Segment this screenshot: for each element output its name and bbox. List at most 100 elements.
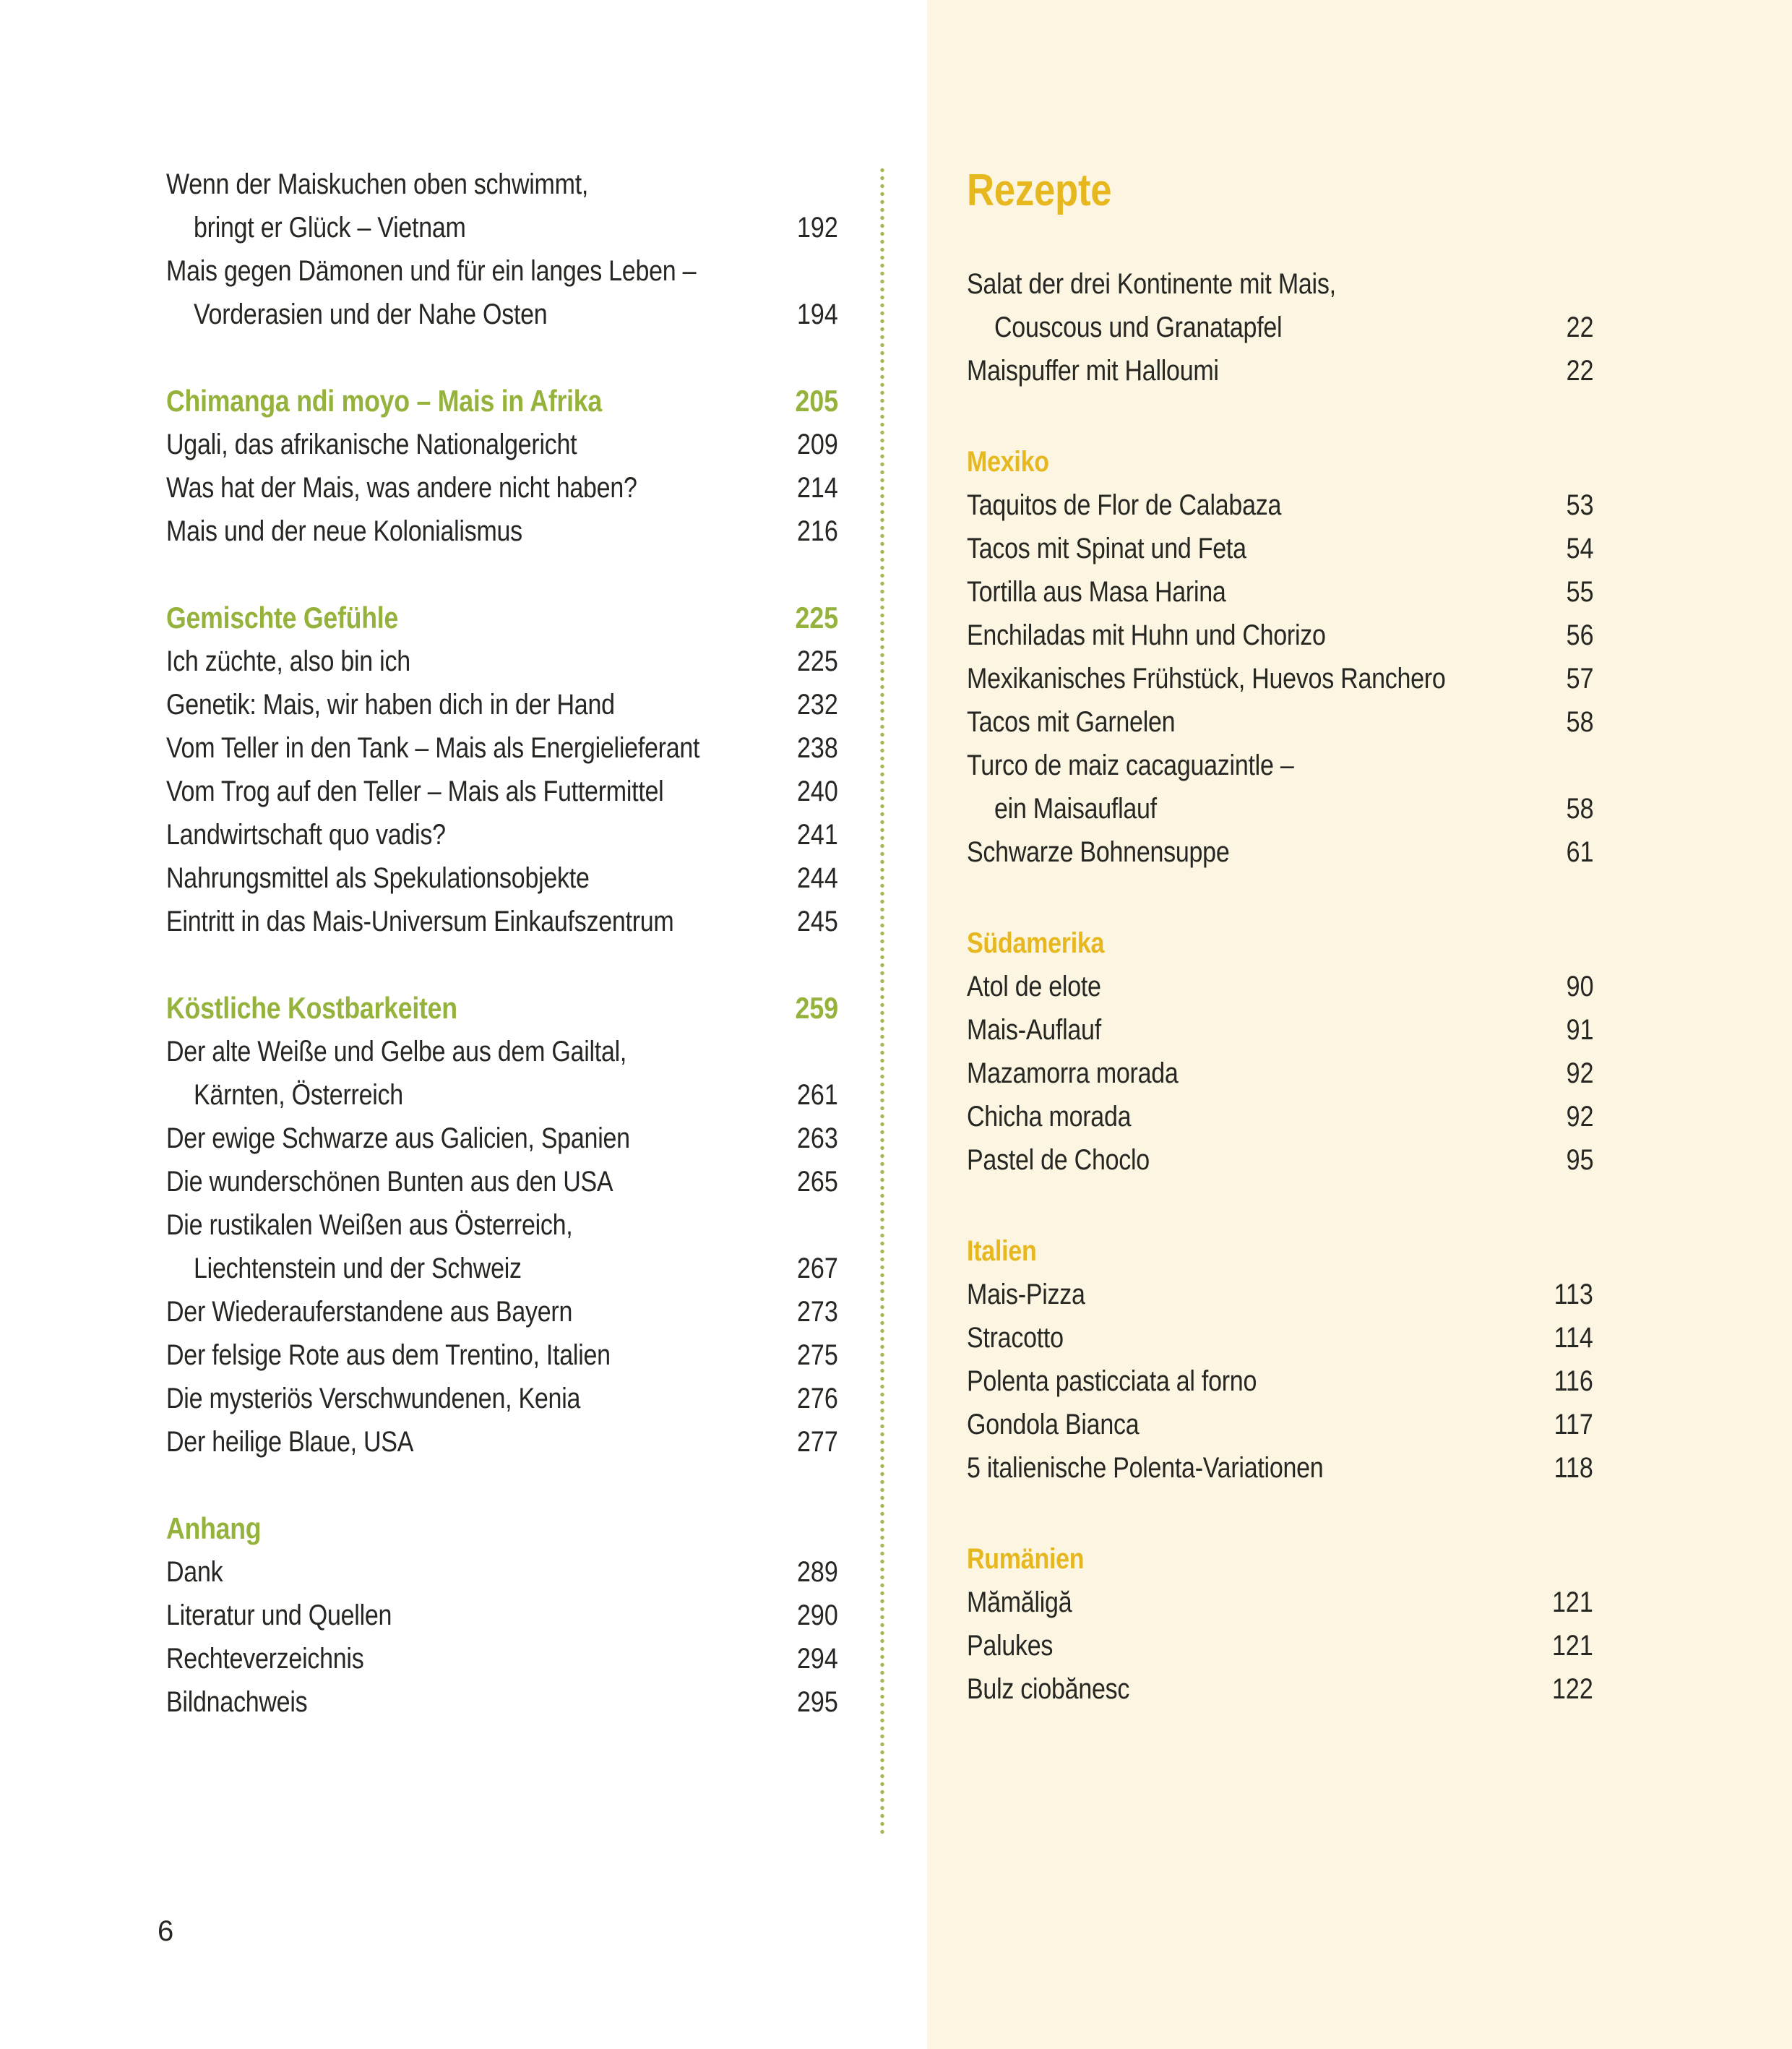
toc-entry-page-number: 90 (1566, 971, 1593, 1002)
toc-entry-page-number: 289 (797, 1556, 838, 1588)
toc-entry-page-number: 225 (795, 601, 838, 635)
toc-row: Chicha morada 92 (967, 1095, 1593, 1138)
toc-entry-page-number: 240 (797, 776, 838, 807)
toc-row: Der alte Weiße und Gelbe aus dem Gailtal… (166, 1030, 838, 1073)
toc-entry-title: bringt er Glück – Vietnam (194, 212, 466, 244)
toc-entry-page-number: 205 (795, 384, 838, 418)
toc-entry-page-number: 238 (797, 732, 838, 764)
toc-row: Die wunderschönen Bunten aus den USA 265 (166, 1160, 838, 1203)
toc-entry-title: Die mysteriös Verschwundenen, Kenia (166, 1383, 581, 1414)
toc-entry-title: Palukes (967, 1630, 1054, 1662)
toc-row: Mexiko (967, 440, 1593, 484)
toc-entry-title: Vom Trog auf den Teller – Mais als Futte… (166, 776, 664, 807)
toc-row: Bildnachweis 295 (166, 1680, 838, 1724)
toc-entry-page-number: 232 (797, 689, 838, 721)
toc-entry-title: Couscous und Granatapfel (994, 312, 1283, 343)
toc-row: Liechtenstein und der Schweiz 267 (166, 1247, 838, 1290)
toc-entry-title: Ugali, das afrikanische Nationalgericht (166, 429, 577, 460)
toc-entry-title: Der Wiederauferstandene aus Bayern (166, 1296, 573, 1328)
dotted-divider (880, 166, 884, 1836)
toc-entry-title: Der felsige Rote aus dem Trentino, Itali… (166, 1339, 611, 1371)
toc-entry-title: Taquitos de Flor de Calabaza (967, 489, 1282, 521)
toc-row: Polenta pasticciata al forno 116 (967, 1359, 1593, 1403)
toc-recipes-column: Rezepte Salat der drei Kontinente mit Ma… (967, 165, 1593, 1711)
toc-entry-title: Rumänien (967, 1543, 1085, 1575)
toc-entry-title: Vorderasien und der Nahe Osten (194, 298, 548, 330)
toc-chapters-list: Wenn der Maiskuchen oben schwimmt, bring… (166, 163, 838, 1724)
toc-entry-title: Mexikanisches Frühstück, Huevos Ranchero (967, 663, 1446, 695)
toc-row: Mămăligă 121 (967, 1581, 1593, 1624)
toc-entry-page-number: 121 (1552, 1586, 1593, 1618)
toc-entry-title: Chicha morada (967, 1101, 1132, 1133)
toc-row: Stracotto 114 (967, 1316, 1593, 1359)
toc-entry-page-number: 22 (1566, 355, 1593, 387)
toc-entry-title: Der ewige Schwarze aus Galicien, Spanien (166, 1122, 630, 1154)
toc-row: Taquitos de Flor de Calabaza 53 (967, 484, 1593, 527)
toc-entry-page-number: 216 (797, 515, 838, 547)
toc-entry-page-number: 91 (1566, 1014, 1593, 1046)
toc-entry-title: Pastel de Choclo (967, 1144, 1150, 1176)
toc-entry-title: Mais gegen Dämonen und für ein langes Le… (166, 255, 697, 287)
toc-entry-title: Italien (967, 1235, 1037, 1267)
toc-row: Ugali, das afrikanische Nationalgericht … (166, 423, 838, 466)
toc-entry-title: Landwirtschaft quo vadis? (166, 819, 446, 851)
toc-entry-page-number: 92 (1566, 1101, 1593, 1133)
toc-row: Südamerika (967, 922, 1593, 965)
toc-entry-title: Der heilige Blaue, USA (166, 1426, 414, 1458)
toc-entry-title: Mais und der neue Kolonialismus (166, 515, 522, 547)
recipes-panel-background (927, 0, 1792, 2049)
toc-entry-title: Mais-Auflauf (967, 1014, 1101, 1046)
toc-row: Landwirtschaft quo vadis? 241 (166, 813, 838, 856)
toc-row: Mais-Auflauf 91 (967, 1008, 1593, 1052)
toc-row: Kärnten, Österreich 261 (166, 1073, 838, 1117)
toc-entry-page-number: 54 (1566, 533, 1593, 564)
toc-entry-title: Tortilla aus Masa Harina (967, 576, 1226, 608)
toc-entry-page-number: 55 (1566, 576, 1593, 608)
toc-row: Mais und der neue Kolonialismus 216 (166, 510, 838, 553)
toc-row: ein Maisauflauf 58 (967, 787, 1593, 830)
toc-entry-page-number: 22 (1566, 312, 1593, 343)
toc-entry-title: Köstliche Kostbarkeiten (166, 991, 457, 1025)
toc-entry-title: Eintritt in das Mais-Universum Einkaufsz… (166, 906, 674, 937)
toc-entry-page-number: 245 (797, 906, 838, 937)
toc-entry-title: 5 italienische Polenta-Variationen (967, 1452, 1324, 1484)
toc-row: Vom Teller in den Tank – Mais als Energi… (166, 726, 838, 770)
toc-entry-page-number: 277 (797, 1426, 838, 1458)
toc-row: Rechteverzeichnis 294 (166, 1637, 838, 1680)
toc-entry-title: Mazamorra morada (967, 1057, 1179, 1089)
toc-entry-page-number: 92 (1566, 1057, 1593, 1089)
toc-row: 5 italienische Polenta-Variationen 118 (967, 1446, 1593, 1490)
toc-entry-title: Die rustikalen Weißen aus Österreich, (166, 1209, 573, 1241)
toc-entry-page-number: 116 (1554, 1365, 1593, 1397)
toc-entry-title: Kärnten, Österreich (194, 1079, 403, 1111)
toc-entry-title: Was hat der Mais, was andere nicht haben… (166, 472, 637, 504)
toc-entry-page-number: 194 (797, 298, 838, 330)
toc-row: Tacos mit Garnelen 58 (967, 700, 1593, 744)
toc-entry-page-number: 295 (797, 1686, 838, 1718)
toc-row: Was hat der Mais, was andere nicht haben… (166, 466, 838, 510)
toc-row: Nahrungsmittel als Spekulationsobjekte 2… (166, 856, 838, 900)
toc-row: Chimanga ndi moyo – Mais in Afrika 205 (166, 379, 838, 423)
toc-entry-title: Genetik: Mais, wir haben dich in der Han… (166, 689, 615, 721)
toc-row: Gemischte Gefühle 225 (166, 596, 838, 640)
toc-row: Mexikanisches Frühstück, Huevos Ranchero… (967, 657, 1593, 700)
toc-entry-title: Bildnachweis (166, 1686, 308, 1718)
toc-entry-title: Nahrungsmittel als Spekulationsobjekte (166, 862, 590, 894)
toc-row: Wenn der Maiskuchen oben schwimmt, (166, 163, 838, 206)
toc-entry-page-number: 263 (797, 1122, 838, 1154)
toc-entry-title: Schwarze Bohnensuppe (967, 836, 1230, 868)
toc-row: Der ewige Schwarze aus Galicien, Spanien… (166, 1117, 838, 1160)
toc-entry-page-number: 95 (1566, 1144, 1593, 1176)
toc-entry-title: Enchiladas mit Huhn und Chorizo (967, 619, 1326, 651)
toc-entry-title: Südamerika (967, 927, 1105, 959)
toc-entry-title: Turco de maiz cacaguazintle – (967, 749, 1294, 781)
toc-row: Mais gegen Dämonen und für ein langes Le… (166, 249, 838, 293)
toc-entry-title: Anhang (166, 1511, 262, 1545)
toc-entry-page-number: 261 (797, 1079, 838, 1111)
toc-entry-title: Literatur und Quellen (166, 1599, 392, 1631)
toc-entry-title: Mexiko (967, 446, 1049, 478)
toc-row: Turco de maiz cacaguazintle – (967, 744, 1593, 787)
toc-entry-page-number: 294 (797, 1643, 838, 1675)
toc-entry-title: Liechtenstein und der Schweiz (194, 1253, 522, 1284)
